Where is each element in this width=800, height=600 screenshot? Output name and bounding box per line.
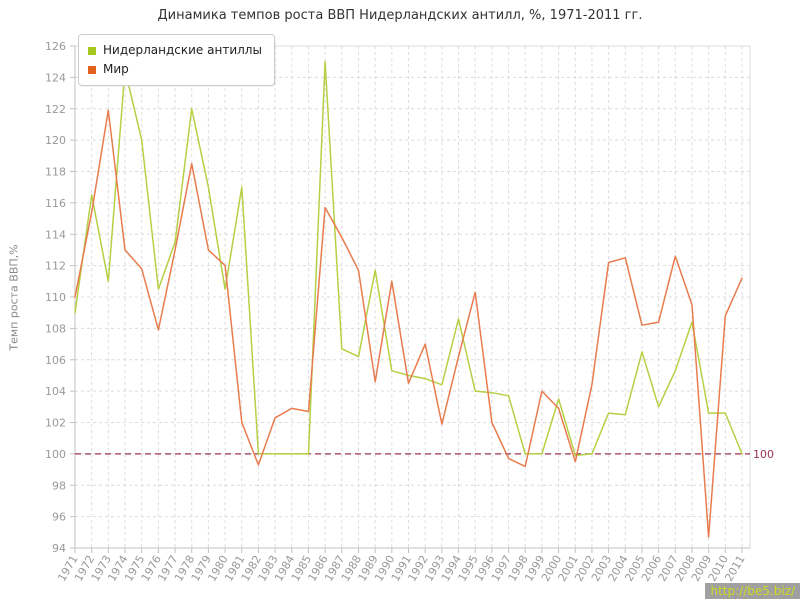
svg-text:114: 114	[45, 228, 66, 241]
svg-text:120: 120	[45, 134, 66, 147]
legend-label-antilles: Нидерландские антиллы	[103, 43, 262, 57]
legend: Нидерландские антиллы Мир	[78, 34, 275, 86]
svg-text:122: 122	[45, 103, 66, 116]
svg-text:98: 98	[52, 479, 66, 492]
axis-ticks	[70, 45, 743, 553]
svg-text:116: 116	[45, 197, 66, 210]
svg-text:108: 108	[45, 322, 66, 335]
series-line-world	[74, 109, 743, 538]
svg-text:124: 124	[45, 71, 66, 84]
svg-text:96: 96	[52, 511, 66, 524]
y-tick-labels: 94 96 98 100 102 104 106 108 110 112 114 116 118 120 1…	[45, 40, 66, 555]
svg-text:94: 94	[52, 542, 66, 555]
x-tick-labels: 1971197219731974197519761977197819791980…	[55, 553, 747, 584]
series-line-antilles	[74, 60, 743, 457]
svg-text:118: 118	[45, 166, 66, 179]
svg-text:102: 102	[45, 417, 66, 430]
legend-label-world: Мир	[103, 62, 129, 76]
watermark-link[interactable]: http://be5.biz/	[705, 583, 800, 599]
chart-title: Динамика темпов роста ВВП Нидерландских …	[157, 8, 643, 23]
legend-item-antilles: Нидерландские антиллы	[88, 41, 262, 60]
svg-text:104: 104	[45, 385, 66, 398]
svg-text:110: 110	[45, 291, 66, 304]
svg-text:100: 100	[45, 448, 66, 461]
svg-text:106: 106	[45, 354, 66, 367]
svg-text:126: 126	[45, 40, 66, 53]
ref-line-label: 100	[753, 447, 774, 461]
legend-item-world: Мир	[88, 60, 262, 79]
antilles-series-swatch-icon	[88, 46, 96, 55]
svg-text:112: 112	[45, 260, 66, 273]
world-series-swatch-icon	[88, 65, 96, 74]
